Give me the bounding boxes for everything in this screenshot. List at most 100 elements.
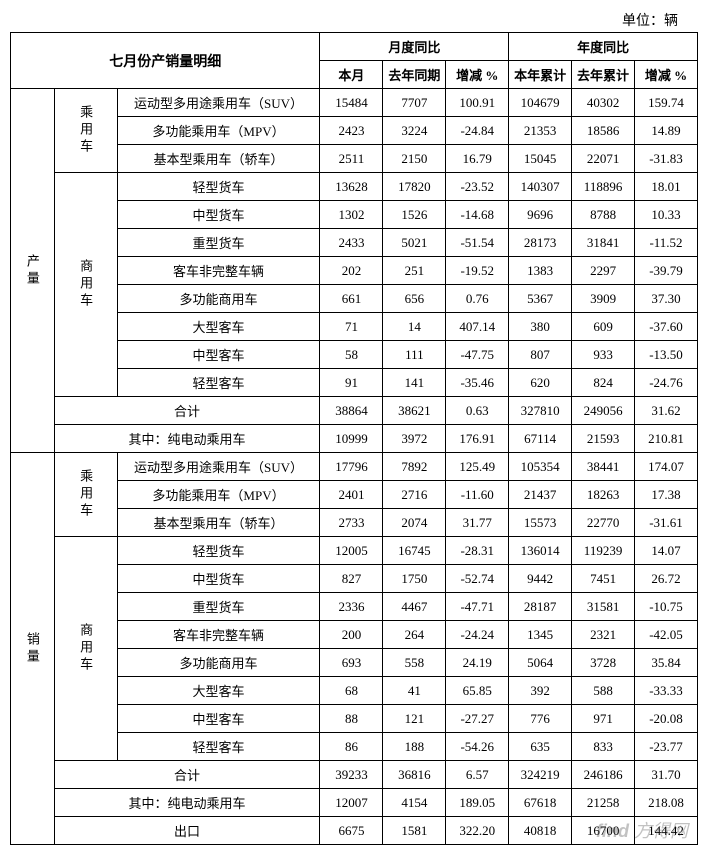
cell: 188	[383, 733, 446, 761]
cell: 65.85	[446, 677, 509, 705]
cell: 17.38	[635, 481, 698, 509]
total-label: 合计	[54, 397, 320, 425]
cell: 16.79	[446, 145, 509, 173]
cell: 41	[383, 677, 446, 705]
category-name: 轻型货车	[117, 173, 320, 201]
cell: 121	[383, 705, 446, 733]
cell: -11.52	[635, 229, 698, 257]
header-this-month: 本月	[320, 61, 383, 89]
category-name: 客车非完整车辆	[117, 621, 320, 649]
cell: 31.77	[446, 509, 509, 537]
cell: -10.75	[635, 593, 698, 621]
cell: 4154	[383, 789, 446, 817]
cell: -47.71	[446, 593, 509, 621]
cell: 100.91	[446, 89, 509, 117]
cell: -13.50	[635, 341, 698, 369]
cell: 10999	[320, 425, 383, 453]
cell: 88	[320, 705, 383, 733]
cell: 407.14	[446, 313, 509, 341]
header-change-y: 增减 %	[635, 61, 698, 89]
table-row: 商用车轻型货车13628 17820 -23.52 140307 118896 …	[11, 173, 698, 201]
cell: 28187	[509, 593, 572, 621]
cell: 31841	[572, 229, 635, 257]
cell: 609	[572, 313, 635, 341]
cell: 2733	[320, 509, 383, 537]
cell: -37.60	[635, 313, 698, 341]
cell: 38441	[572, 453, 635, 481]
cell: 6.57	[446, 761, 509, 789]
cell: 656	[383, 285, 446, 313]
cell: 31581	[572, 593, 635, 621]
category-name: 轻型货车	[117, 537, 320, 565]
cell: 4467	[383, 593, 446, 621]
cell: 176.91	[446, 425, 509, 453]
cell: 8788	[572, 201, 635, 229]
category-name: 轻型客车	[117, 369, 320, 397]
category-name: 多功能乘用车（MPV）	[117, 117, 320, 145]
cell: -52.74	[446, 565, 509, 593]
category-name: 多功能乘用车（MPV）	[117, 481, 320, 509]
cell: 2336	[320, 593, 383, 621]
cell: -28.31	[446, 537, 509, 565]
cell: 558	[383, 649, 446, 677]
cell: 249056	[572, 397, 635, 425]
cell: 67618	[509, 789, 572, 817]
cell: 105354	[509, 453, 572, 481]
cell: 0.63	[446, 397, 509, 425]
cell: 40302	[572, 89, 635, 117]
cell: 31.62	[635, 397, 698, 425]
cell: 111	[383, 341, 446, 369]
cell: 104679	[509, 89, 572, 117]
cell: 246186	[572, 761, 635, 789]
category-name: 多功能商用车	[117, 285, 320, 313]
cell: 264	[383, 621, 446, 649]
cell: 37.30	[635, 285, 698, 313]
export-label: 出口	[54, 817, 320, 845]
cell: 588	[572, 677, 635, 705]
cell: 18586	[572, 117, 635, 145]
cell: 7451	[572, 565, 635, 593]
cell: -24.84	[446, 117, 509, 145]
subgroup-passenger: 乘用车	[54, 453, 117, 537]
unit-label: 单位：辆	[10, 10, 698, 30]
cell: -35.46	[446, 369, 509, 397]
cell: 10.33	[635, 201, 698, 229]
cell: 38864	[320, 397, 383, 425]
cell: 620	[509, 369, 572, 397]
cell: 0.76	[446, 285, 509, 313]
cell: 635	[509, 733, 572, 761]
cell: -24.24	[446, 621, 509, 649]
cell: -24.76	[635, 369, 698, 397]
cell: -31.83	[635, 145, 698, 173]
cell: 86	[320, 733, 383, 761]
cell: 1526	[383, 201, 446, 229]
category-name: 中型客车	[117, 705, 320, 733]
cell: 31.70	[635, 761, 698, 789]
cell: -33.33	[635, 677, 698, 705]
cell: 776	[509, 705, 572, 733]
category-name: 大型客车	[117, 677, 320, 705]
category-name: 基本型乘用车（轿车）	[117, 509, 320, 537]
cell: 933	[572, 341, 635, 369]
cell: 71	[320, 313, 383, 341]
cell: -54.26	[446, 733, 509, 761]
cell: 2511	[320, 145, 383, 173]
cell: 39233	[320, 761, 383, 789]
cell: 9696	[509, 201, 572, 229]
cell: 12007	[320, 789, 383, 817]
cell: 119239	[572, 537, 635, 565]
cell: 18.01	[635, 173, 698, 201]
table-row: 商用车轻型货车12005 16745 -28.31 136014 119239 …	[11, 537, 698, 565]
category-name: 基本型乘用车（轿车）	[117, 145, 320, 173]
header-month-group: 月度同比	[320, 33, 509, 61]
cell: 14	[383, 313, 446, 341]
cell: 824	[572, 369, 635, 397]
cell: 16745	[383, 537, 446, 565]
cell: 16700	[572, 817, 635, 845]
cell: 40818	[509, 817, 572, 845]
cell: -51.54	[446, 229, 509, 257]
cell: -31.61	[635, 509, 698, 537]
ev-label: 其中：纯电动乘用车	[54, 789, 320, 817]
cell: 2074	[383, 509, 446, 537]
cell: 693	[320, 649, 383, 677]
